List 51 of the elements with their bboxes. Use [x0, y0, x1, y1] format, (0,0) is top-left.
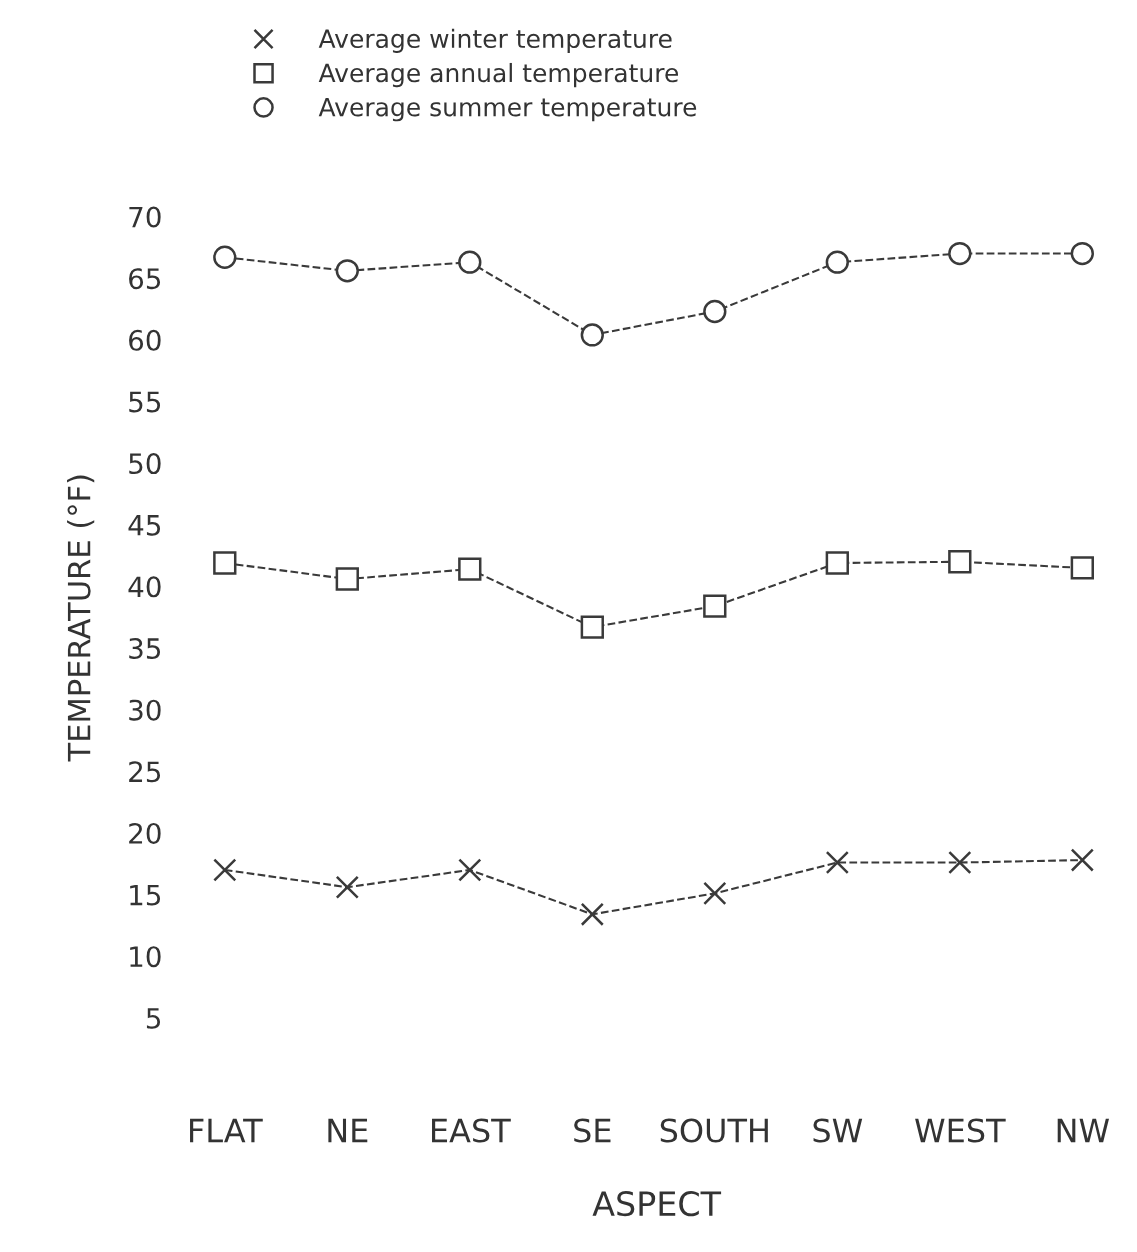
- y-tick-label: 40: [128, 576, 161, 598]
- point: [1070, 848, 1094, 872]
- point: [213, 858, 237, 882]
- point: [458, 557, 482, 581]
- point: [703, 594, 727, 618]
- point: [458, 250, 482, 274]
- point: [580, 902, 604, 926]
- point: [1070, 241, 1094, 266]
- legend-label: Average winter temperature: [318, 28, 672, 53]
- point: [948, 850, 972, 875]
- point: [1070, 556, 1094, 580]
- y-tick-label: 60: [129, 329, 161, 351]
- point: [580, 615, 604, 639]
- point: [335, 567, 359, 591]
- point: [580, 323, 604, 347]
- y-tick-label: 55: [129, 391, 161, 413]
- point: [825, 250, 849, 274]
- x-tick-label: NE: [328, 1118, 368, 1143]
- point: [703, 881, 727, 906]
- point: [213, 245, 237, 269]
- point: [825, 850, 849, 875]
- legend-label: Average annual temperature: [318, 62, 678, 88]
- y-tick-label: 70: [129, 206, 161, 228]
- x-tick-label: EAST: [432, 1118, 511, 1143]
- point: [948, 241, 972, 266]
- y-tick-label: 30: [129, 699, 161, 721]
- y-tick-label: 45: [128, 515, 161, 536]
- point: [825, 551, 849, 575]
- y-tick-label: 15: [130, 884, 161, 906]
- y-tick-label: 25: [129, 761, 161, 783]
- y-tick-label: 50: [129, 453, 161, 475]
- y-tick-label: 20: [129, 822, 161, 844]
- y-axis-title: TEMPERATURE (°F): [67, 475, 95, 762]
- point: [213, 551, 237, 575]
- x-tick-label: SW: [813, 1118, 863, 1143]
- y-tick-label: 5: [146, 1008, 161, 1029]
- x-axis-title: ASPECT: [592, 1191, 722, 1217]
- x-tick-label: SE: [574, 1118, 611, 1143]
- legend-label: Average summer temperature: [318, 97, 697, 122]
- x-tick-label: FLAT: [190, 1118, 263, 1143]
- point: [948, 550, 972, 574]
- x-tick-label: WEST: [915, 1118, 1006, 1143]
- point: [335, 875, 359, 899]
- y-tick-label: 65: [129, 268, 161, 290]
- x-tick-label: NW: [1057, 1118, 1110, 1143]
- point: [335, 259, 359, 283]
- point: [458, 858, 482, 882]
- x-tick-label: SOUTH: [660, 1118, 768, 1143]
- y-tick-label: 10: [130, 946, 161, 968]
- y-tick-label: 35: [129, 637, 161, 659]
- point: [703, 299, 727, 324]
